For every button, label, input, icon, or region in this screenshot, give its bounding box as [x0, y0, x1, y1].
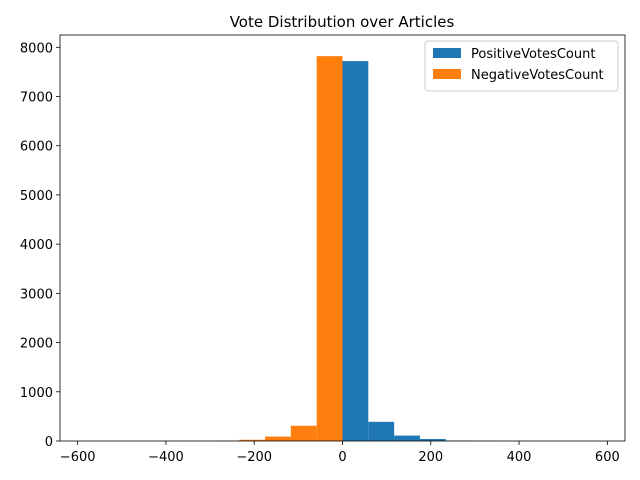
legend: PositiveVotesCount NegativeVotesCount [424, 40, 619, 92]
x-tick-label: 400 [507, 450, 532, 465]
y-tick-label: 0 [45, 435, 53, 450]
legend-swatch-positive [433, 48, 461, 58]
histogram-bar-positive-2 [394, 435, 420, 441]
histogram-bar-negative-7 [265, 436, 291, 441]
histogram-bar-positive-3 [419, 439, 446, 441]
histogram-bar-negative-6 [239, 439, 266, 441]
legend-label-positive: PositiveVotesCount [471, 47, 595, 62]
x-tick-label: 600 [595, 450, 620, 465]
legend-box [424, 40, 619, 92]
plot-area: −600 −400 −200 0 200 400 600010002000300040005… [20, 34, 626, 465]
y-tick-label: 3000 [20, 287, 53, 302]
y-tick-label: 8000 [20, 41, 53, 56]
chart-title: Vote Distribution over Articles [230, 13, 455, 31]
y-tick-label: 4000 [20, 238, 53, 253]
x-tick-label: −600 [60, 450, 96, 465]
histogram-bar-positive-0 [342, 61, 369, 441]
x-tick-label: 200 [418, 450, 443, 465]
y-tick-label: 7000 [20, 91, 53, 106]
y-tick-label: 2000 [20, 337, 53, 352]
legend-swatch-negative [433, 69, 461, 79]
x-tick-label: −200 [236, 450, 272, 465]
histogram-bar-positive-1 [368, 421, 395, 441]
y-tick-label: 1000 [20, 386, 53, 401]
histogram-bar-negative-8 [290, 425, 317, 441]
y-tick-label: 5000 [20, 189, 53, 204]
histogram-bar-negative-9 [316, 56, 343, 441]
legend-label-negative: NegativeVotesCount [471, 68, 604, 83]
y-tick-label: 6000 [20, 140, 53, 155]
x-tick-label: −400 [148, 450, 184, 465]
x-tick-label: 0 [338, 450, 346, 465]
